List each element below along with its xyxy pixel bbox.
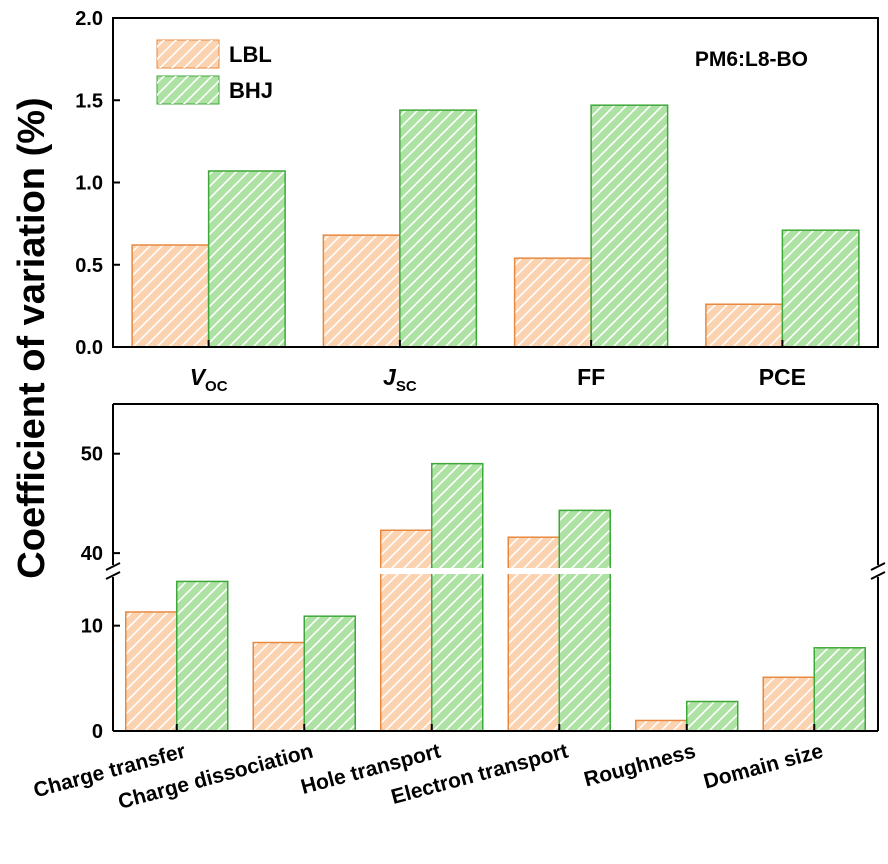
bottom-y-axis: 0 10 40 50 [81,444,120,743]
chart-annotation: PM6:L8-BO [695,48,808,71]
bar-lbl-charge-transfer [125,611,178,732]
y-tick-label: 1.5 [75,90,103,112]
x-tick-label-ff: FF [577,364,605,390]
x-tick-label-jsc: JSC [383,364,417,395]
top-bars [131,104,860,348]
y-tick-label: 0.0 [75,337,103,359]
bar-bhj-voc [207,170,286,348]
y-tick-label: 10 [81,616,103,638]
legend-swatch-lbl-hatch [157,40,219,68]
bottom-bars [125,462,866,732]
bar-lbl-ff [513,257,592,348]
bar-bhj-charge-transfer [176,580,229,732]
bar-lbl-domain-size [762,676,815,732]
y-tick-label: 2.0 [75,8,103,30]
x-tick-label-pce: PCE [759,364,806,390]
legend: LBL BHJ [156,39,273,105]
y-tick-label: 40 [81,543,103,565]
legend-item-bhj: BHJ [156,75,273,105]
axis-break-gap [115,568,876,574]
bar-lbl-electron-transport [507,536,560,732]
x-tick-label-roughness: Roughness [582,740,698,792]
bar-bhj-jsc [399,109,478,348]
legend-label-lbl: LBL [229,42,272,67]
top-chart-panel: 0.0 0.5 1.0 1.5 2.0 VOC JSC FF PCE LBL BHJ PM6:… [75,8,879,395]
break-mark-right-1 [870,562,886,571]
bottom-plot-frame [105,403,886,732]
bar-lbl-jsc [322,234,401,348]
x-tick-label-voc: VOC [190,364,228,395]
break-mark-right-2 [870,571,886,580]
bar-bhj-domain-size [813,647,866,732]
bar-bhj-electron-transport [558,509,611,732]
legend-label-bhj: BHJ [229,78,273,103]
bar-lbl-hole-transport [380,529,433,732]
x-tick-label-domain-size: Domain size [701,740,825,794]
y-tick-label: 0.5 [75,255,103,277]
break-mark-left-2 [105,571,121,580]
bar-bhj-ff [590,104,669,348]
y-tick-label: 0 [92,721,103,743]
y-tick-label: 50 [81,444,103,466]
bar-lbl-roughness [635,719,688,732]
bar-lbl-voc [131,244,210,348]
top-x-axis: VOC JSC FF PCE [190,340,806,395]
bar-bhj-charge-dissociation [303,615,356,732]
bar-lbl-charge-dissociation [252,641,305,732]
legend-swatch-bhj-hatch [157,76,219,104]
bar-bhj-hole-transport [431,462,484,732]
top-y-axis: 0.0 0.5 1.0 1.5 2.0 [75,8,120,359]
break-mark-left-1 [105,562,121,571]
y-tick-label: 1.0 [75,173,103,195]
bar-lbl-pce [705,303,784,348]
legend-item-lbl: LBL [156,39,272,69]
y-axis-title: Coefficient of variation (%) [11,97,53,578]
bar-bhj-roughness [686,700,739,732]
bar-bhj-pce [781,229,860,348]
axis-break-band [115,568,876,574]
